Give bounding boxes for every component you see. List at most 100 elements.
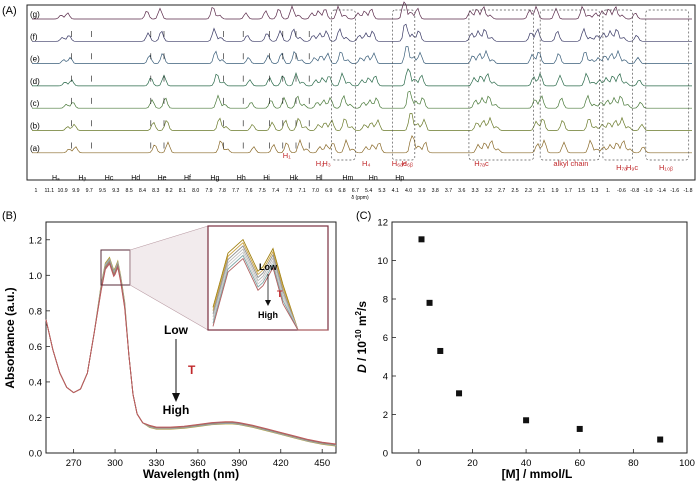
absorbance-tick-label: 0.4 bbox=[29, 377, 42, 388]
ppm-tick-label: 4.1 bbox=[392, 188, 399, 194]
ppm-tick-label: 3.9 bbox=[418, 188, 425, 194]
ppm-tick-label: 10.9 bbox=[58, 188, 68, 194]
absorbance-tick-label: 0.0 bbox=[29, 449, 42, 460]
ppm-tick-label: 11.1 bbox=[44, 188, 54, 194]
diffusion-tick-label: 10 bbox=[377, 256, 388, 267]
nmr-trace bbox=[32, 1, 692, 20]
panel-b-label: (B) bbox=[2, 210, 17, 222]
ppm-tick-label: 3.2 bbox=[485, 188, 492, 194]
ppm-tick-label: 8.5 bbox=[126, 188, 133, 194]
ppm-tick-label: 3.3 bbox=[471, 188, 478, 194]
peak-region-boxes bbox=[331, 9, 690, 161]
peak-label: Hf bbox=[184, 175, 191, 182]
absorbance-tick-label: 1.0 bbox=[29, 271, 42, 282]
absorbance-tick-label: 1.2 bbox=[29, 235, 42, 246]
absorbance-curves bbox=[45, 256, 337, 447]
ppm-tick-label: 3.6 bbox=[458, 188, 465, 194]
peak-label-red: H₇ₐc bbox=[474, 159, 489, 168]
peak-labels: (g) (f) (e) (d) (c) (b) (a) Hₐ Hᵦ Hc Hd He Hf Hg Hh Hi H… bbox=[30, 10, 673, 182]
ppm-tick-label: 7.8 bbox=[219, 188, 226, 194]
peak-label-red: alkyl chain bbox=[553, 159, 588, 168]
panel-b-uv-vis: (B) 0.0 0.2 0.4 0.6 0.8 1.0 1.2 270 300 330 360 39… bbox=[2, 210, 337, 481]
nmr-trace bbox=[32, 90, 692, 109]
diffusion-point bbox=[426, 299, 433, 306]
wavelength-axis-title: Wavelength (nm) bbox=[143, 467, 239, 481]
trace-label: (b) bbox=[30, 122, 40, 131]
trace-label: (c) bbox=[30, 99, 40, 108]
panel-c-label: (C) bbox=[356, 210, 371, 222]
diffusion-point bbox=[576, 425, 583, 432]
wavelength-tick-label: 420 bbox=[273, 458, 289, 469]
ppm-tick-label: 1.3 bbox=[591, 188, 598, 194]
concentration-tick-label: 80 bbox=[628, 458, 639, 469]
wavelength-tick-label: 390 bbox=[231, 458, 247, 469]
peak-region-box bbox=[602, 9, 633, 161]
concentration-tick-label: 0 bbox=[416, 458, 421, 469]
nmr-trace bbox=[32, 113, 692, 131]
diffusion-axis-unit: m bbox=[355, 315, 369, 329]
ppm-tick-label: 9.5 bbox=[99, 188, 106, 194]
peak-label: He bbox=[158, 175, 167, 182]
peak-label-red: H₄ bbox=[362, 159, 370, 168]
ppm-tick-label: 8.2 bbox=[165, 188, 172, 194]
diffusion-axis-unit-exponent: 2 bbox=[354, 310, 363, 315]
high-temperature-label: High bbox=[163, 403, 190, 417]
diffusion-point bbox=[456, 390, 463, 397]
ppm-tick-label: 1.5 bbox=[578, 188, 585, 194]
peak-label: Hh bbox=[237, 175, 246, 182]
concentration-tick-label: 100 bbox=[679, 458, 695, 469]
peak-label-red: H₃ bbox=[322, 159, 330, 168]
diffusion-axis-scale: / 10 bbox=[355, 341, 369, 365]
peak-label-red: H₆ᵦ bbox=[402, 159, 413, 168]
absorbance-axis-title: Absorbance (a.u.) bbox=[3, 287, 17, 388]
ppm-tick-label: 4.0 bbox=[405, 188, 412, 194]
ppm-tick-label: 5.4 bbox=[365, 188, 372, 194]
diffusion-tick-label: 8 bbox=[383, 295, 388, 306]
diffusion-axis-ticks: 0 2 4 6 8 10 12 bbox=[377, 218, 396, 460]
peak-label: Hk bbox=[290, 175, 299, 182]
ppm-tick-label: 8.4 bbox=[139, 188, 146, 194]
nmr-traces bbox=[32, 1, 692, 154]
diffusion-point bbox=[418, 236, 425, 243]
peak-label-red: H₁₀ᵦ bbox=[659, 163, 673, 172]
diffusion-axis-exponent: -10 bbox=[354, 329, 363, 341]
peak-region-box bbox=[392, 9, 416, 161]
trace-label: (a) bbox=[30, 144, 40, 153]
ppm-tick-label: -1.8 bbox=[684, 188, 693, 194]
wavelength-tick-label: 450 bbox=[314, 458, 330, 469]
concentration-tick-label: 60 bbox=[574, 458, 585, 469]
peak-label-red: H₁ bbox=[283, 151, 291, 160]
zoom-connector bbox=[129, 225, 209, 331]
ppm-tick-label: 7.1 bbox=[299, 188, 306, 194]
peak-label: Hₐ bbox=[52, 175, 60, 182]
panel-a-nmr-spectra: (A) (g) (f) (e) (d) (c) (b) (a) Hₐ Hᵦ Hc Hd He Hf Hg H… bbox=[2, 1, 696, 201]
ppm-tick-label: 6.8 bbox=[338, 188, 345, 194]
absorbance-tick-label: 0.6 bbox=[29, 342, 42, 353]
ppm-tick-label: 9.3 bbox=[112, 188, 119, 194]
diffusion-axis-unit-tail: /s bbox=[355, 301, 369, 311]
peak-label: Hg bbox=[210, 175, 219, 182]
ppm-tick-label: 2.5 bbox=[511, 188, 518, 194]
diffusion-axis-symbol: D bbox=[355, 364, 369, 373]
diffusion-tick-label: 12 bbox=[377, 218, 388, 229]
trace-label: (e) bbox=[30, 55, 40, 64]
peak-label: Hᵦ bbox=[78, 175, 86, 182]
temperature-arrow-head bbox=[172, 393, 180, 402]
ppm-tick-label: -1.6 bbox=[670, 188, 679, 194]
inset-temperature-symbol: T bbox=[277, 289, 283, 299]
peak-region-box bbox=[331, 9, 356, 161]
ppm-tick-label: 7.6 bbox=[245, 188, 252, 194]
diffusion-points bbox=[418, 236, 664, 443]
ppm-tick-label: 1. bbox=[606, 188, 610, 194]
ppm-tick-label: -1.4 bbox=[657, 188, 666, 194]
ppm-axis-ticks: 1 11.1 10.9 9.9 9.7 9.5 9.3 8.5 8.4 8.3 8.2 8.1 8.0 7… bbox=[35, 188, 693, 194]
wavelength-tick-label: 270 bbox=[66, 458, 82, 469]
ppm-axis-label: δ (ppm) bbox=[351, 195, 369, 201]
inset-high-label: High bbox=[258, 310, 278, 320]
wavelength-tick-label: 360 bbox=[190, 458, 206, 469]
concentration-axis-title: [M] / mmol/L bbox=[502, 467, 573, 481]
peak-label-red: H₂ bbox=[316, 159, 324, 168]
ppm-tick-label: 3.8 bbox=[432, 188, 439, 194]
ppm-tick-label: 2.1 bbox=[538, 188, 545, 194]
